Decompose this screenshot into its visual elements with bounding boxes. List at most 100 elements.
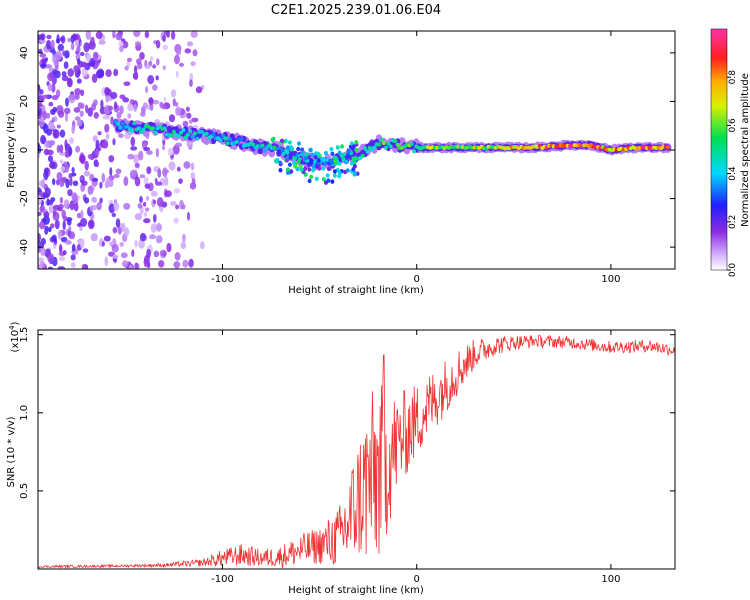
noise-cell xyxy=(74,34,79,40)
branch-cell xyxy=(330,179,335,184)
noise-cell xyxy=(67,189,73,197)
noise-cell xyxy=(190,61,196,67)
noise-cell xyxy=(39,205,46,213)
noise-cell xyxy=(178,178,183,184)
branch-cell xyxy=(346,154,351,159)
noise-cell xyxy=(52,69,58,75)
noise-cell xyxy=(119,242,124,247)
noise-cell xyxy=(67,37,71,43)
noise-cell xyxy=(124,65,129,71)
noise-cell xyxy=(105,177,111,187)
noise-cell xyxy=(145,86,149,94)
noise-cell xyxy=(119,94,126,100)
noise-cell xyxy=(167,147,174,156)
noise-cell xyxy=(152,99,160,105)
ridge-cell xyxy=(192,131,197,136)
noise-cell xyxy=(38,38,46,44)
noise-cell xyxy=(71,192,78,202)
ridge-cell xyxy=(132,121,137,126)
noise-cell xyxy=(65,97,69,107)
noise-cell xyxy=(55,38,61,44)
noise-cell xyxy=(52,178,56,186)
ridge-cell xyxy=(412,149,416,154)
noise-cell xyxy=(104,256,109,267)
branch-cell xyxy=(352,170,357,176)
noise-cell xyxy=(89,205,94,212)
ridge-cell xyxy=(176,134,181,139)
noise-cell xyxy=(179,62,184,67)
noise-cell xyxy=(173,217,179,224)
branch-cell xyxy=(320,156,325,162)
noise-cell xyxy=(79,226,83,231)
noise-cell xyxy=(68,77,72,87)
branch-cell xyxy=(316,151,321,156)
noise-cell xyxy=(49,161,56,169)
noise-cell xyxy=(90,36,95,47)
ridge-cell xyxy=(281,151,286,156)
noise-cell xyxy=(98,40,106,45)
ridge-cell xyxy=(360,153,365,158)
x-tick-label: 100 xyxy=(601,274,620,285)
noise-cell xyxy=(139,174,146,179)
noise-cell xyxy=(79,175,84,181)
noise-cell xyxy=(101,141,109,149)
ridge-cell xyxy=(141,127,146,132)
ridge-cell xyxy=(178,130,183,135)
ridge-cell xyxy=(365,149,370,154)
noise-cell xyxy=(38,145,42,154)
noise-cell xyxy=(43,123,49,134)
noise-cell xyxy=(164,190,172,198)
noise-cell xyxy=(175,48,181,56)
noise-cell xyxy=(97,131,102,136)
noise-cell xyxy=(188,258,194,268)
noise-cell xyxy=(123,227,130,237)
noise-cell xyxy=(113,101,118,110)
branch-cell xyxy=(288,145,293,150)
noise-cell xyxy=(93,112,100,119)
branch-cell xyxy=(323,150,328,156)
branch-cell xyxy=(303,172,308,177)
ridge-cell xyxy=(204,131,209,136)
noise-cell xyxy=(40,246,46,256)
branch-cell xyxy=(352,164,357,169)
branch-cell xyxy=(341,156,346,162)
ridge-cell xyxy=(388,144,393,149)
noise-cell xyxy=(44,225,49,231)
ridge-cell xyxy=(227,137,232,142)
noise-cell xyxy=(39,261,46,269)
noise-cell xyxy=(139,232,147,242)
noise-cell xyxy=(115,218,121,228)
noise-cell xyxy=(127,153,135,160)
noise-cell xyxy=(133,65,138,74)
noise-cell xyxy=(64,50,70,59)
noise-cell xyxy=(148,97,154,106)
noise-cell xyxy=(56,124,61,129)
noise-cell xyxy=(38,232,41,243)
noise-cell xyxy=(68,173,73,179)
noise-cell xyxy=(127,113,132,119)
noise-cell xyxy=(103,235,111,242)
noise-cell xyxy=(52,116,58,122)
noise-cell xyxy=(76,78,82,84)
noise-cell xyxy=(186,211,191,221)
noise-cell xyxy=(54,219,60,230)
noise-cell xyxy=(70,254,76,261)
noise-cell xyxy=(40,134,46,145)
branch-cell xyxy=(307,167,312,172)
branch-cell xyxy=(332,173,337,178)
noise-cell xyxy=(92,135,98,142)
ridge-cell xyxy=(409,142,414,146)
noise-cell xyxy=(155,148,159,158)
branch-cell xyxy=(289,169,294,174)
noise-cell xyxy=(175,204,180,210)
noise-cell xyxy=(59,129,66,138)
branch-cell xyxy=(304,152,309,157)
noise-cell xyxy=(190,172,196,180)
noise-cell xyxy=(134,239,138,248)
noise-cell xyxy=(137,203,143,209)
ridge-cell xyxy=(386,141,391,146)
noise-cell xyxy=(53,204,60,211)
ridge-cell xyxy=(220,133,225,138)
branch-cell xyxy=(311,168,316,173)
ridge-cell xyxy=(293,156,298,161)
